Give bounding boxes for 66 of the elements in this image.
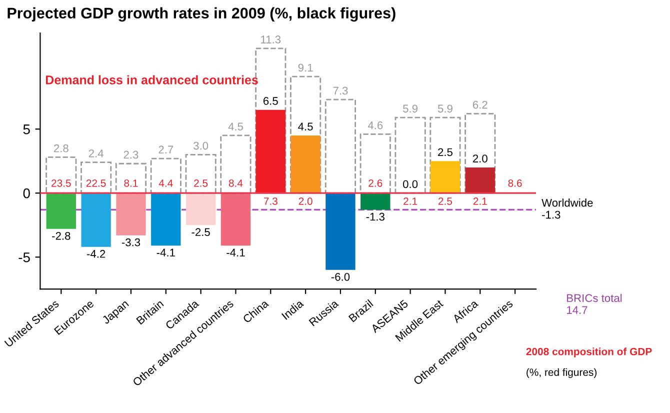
data-label: 9.1	[298, 64, 313, 72]
data-label: 0.0	[403, 180, 418, 188]
annotation: 8.4	[228, 179, 243, 187]
bar	[430, 161, 460, 194]
data-label: -4.1	[226, 248, 245, 256]
bar	[46, 193, 76, 229]
data-label: 6.5	[263, 97, 278, 105]
data-label: 4.5	[228, 122, 243, 130]
bar	[220, 193, 251, 246]
data-label: 4.6	[368, 121, 383, 130]
data-label: 2.8	[54, 144, 68, 152]
data-label: 5.9	[403, 104, 418, 113]
annotation: 2.6	[368, 179, 382, 187]
annotation: 2.5	[438, 198, 452, 205]
text: BRICs total 14.7	[566, 294, 622, 314]
annotation: 22.5	[86, 179, 106, 187]
data-label: 2.5	[438, 148, 452, 156]
x-tick-label: India	[281, 298, 304, 320]
chart-title: Projected GDP growth rates in 2009 (%, black figures)	[8, 7, 396, 22]
data-label: 4.5	[298, 122, 313, 130]
annotation: 2.5	[194, 179, 208, 187]
data-label: 6.2	[472, 100, 488, 109]
annotation: 2.1	[473, 198, 487, 205]
data-label: 2.3	[124, 150, 138, 159]
text: 2008 composition of GDP	[526, 348, 652, 358]
bar	[430, 116, 461, 194]
annotation: 2.0	[298, 198, 312, 205]
bar	[465, 167, 495, 194]
text: (%, red figures)	[526, 368, 597, 378]
bar	[116, 193, 146, 236]
data-label: 2.0	[472, 154, 488, 162]
y-tick-label: -5	[18, 252, 30, 262]
bar	[256, 110, 286, 194]
data-label: -1.3	[366, 212, 384, 221]
data-label: -4.1	[156, 248, 175, 256]
annotation: Demand loss in advanced countries	[46, 75, 258, 84]
data-label: -3.3	[122, 238, 140, 246]
bar	[326, 193, 356, 270]
data-label: 5.9	[438, 104, 452, 113]
bar	[394, 116, 426, 194]
annotation: 23.5	[52, 179, 71, 187]
y-tick-label: 5	[23, 124, 30, 134]
data-label: 7.3	[333, 86, 348, 95]
data-label: -4.2	[86, 250, 106, 258]
ref-line-label: Worldwide -1.3	[542, 198, 593, 219]
data-label: 2.4	[88, 150, 104, 158]
annotation: 8.6	[508, 179, 522, 187]
annotation: 7.3	[264, 198, 278, 205]
data-label: -2.8	[52, 232, 70, 240]
data-label: -6.0	[331, 272, 350, 281]
data-label: 2.7	[158, 146, 174, 154]
bar	[360, 193, 390, 210]
bar	[151, 193, 181, 246]
annotation: 8.1	[124, 179, 138, 187]
data-label: 3.0	[194, 142, 208, 150]
data-label: 11.3	[261, 36, 281, 44]
y-tick-label: 0	[23, 188, 30, 198]
bar	[290, 76, 322, 194]
bar	[324, 98, 356, 194]
bar	[186, 193, 216, 226]
annotation: 4.4	[158, 180, 173, 187]
bar	[464, 113, 496, 194]
annotation: 2.1	[404, 198, 418, 205]
bar	[290, 135, 320, 194]
bar	[81, 193, 111, 247]
data-label: -2.5	[192, 228, 210, 236]
